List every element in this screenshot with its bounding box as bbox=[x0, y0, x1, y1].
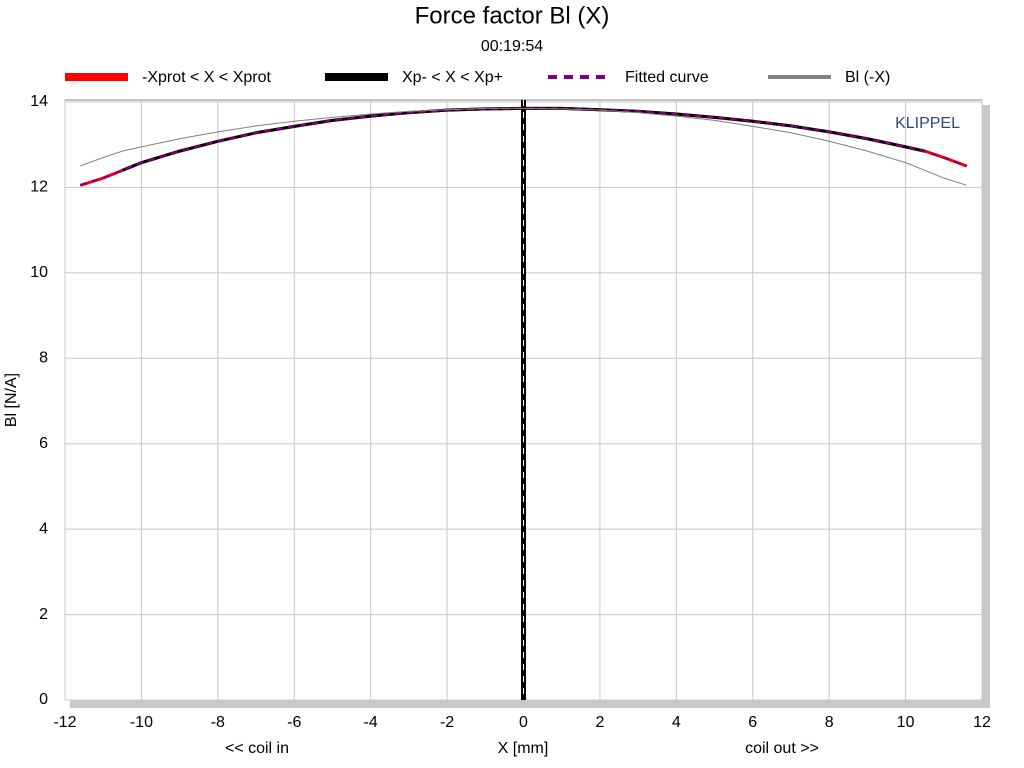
legend-label: Fitted curve bbox=[625, 69, 709, 86]
annotation: coil out >> bbox=[745, 740, 819, 757]
x-tick-label: 6 bbox=[748, 714, 757, 731]
y-tick-label: 2 bbox=[39, 606, 48, 623]
x-tick-label: -10 bbox=[130, 714, 153, 731]
x-tick-label: 4 bbox=[672, 714, 681, 731]
x-tick-label: -6 bbox=[287, 714, 301, 731]
y-tick-label: 4 bbox=[39, 520, 48, 537]
chart-title: Force factor Bl (X) bbox=[415, 2, 610, 29]
legend-label: Bl (-X) bbox=[845, 69, 890, 86]
x-tick-label: 0 bbox=[519, 714, 528, 731]
x-tick-label: 10 bbox=[897, 714, 915, 731]
y-tick-label: 10 bbox=[30, 264, 48, 281]
x-tick-label: 8 bbox=[825, 714, 834, 731]
series-line bbox=[79, 107, 968, 187]
annotation: << coil in bbox=[225, 740, 289, 757]
y-tick-label: 0 bbox=[39, 691, 48, 708]
x-tick-label: -4 bbox=[364, 714, 378, 731]
y-tick-label: 6 bbox=[39, 435, 48, 452]
x-axis-label: X [mm] bbox=[498, 740, 549, 757]
series-line bbox=[80, 107, 967, 186]
x-tick-label: -2 bbox=[440, 714, 454, 731]
x-tick-label: -12 bbox=[53, 714, 76, 731]
annotation: KLIPPEL bbox=[895, 115, 960, 132]
y-tick-label: 12 bbox=[30, 179, 48, 196]
legend-label: -Xprot < X < Xprot bbox=[142, 69, 272, 86]
y-tick-label: 8 bbox=[39, 350, 48, 367]
x-tick-label: -8 bbox=[211, 714, 225, 731]
chart-subtitle: 00:19:54 bbox=[481, 38, 543, 55]
y-tick-label: 14 bbox=[30, 93, 48, 110]
x-tick-label: 2 bbox=[595, 714, 604, 731]
legend-label: Xp- < X < Xp+ bbox=[402, 69, 503, 86]
x-tick-label: 12 bbox=[973, 714, 991, 731]
y-axis-label: Bl [N/A] bbox=[3, 373, 20, 427]
